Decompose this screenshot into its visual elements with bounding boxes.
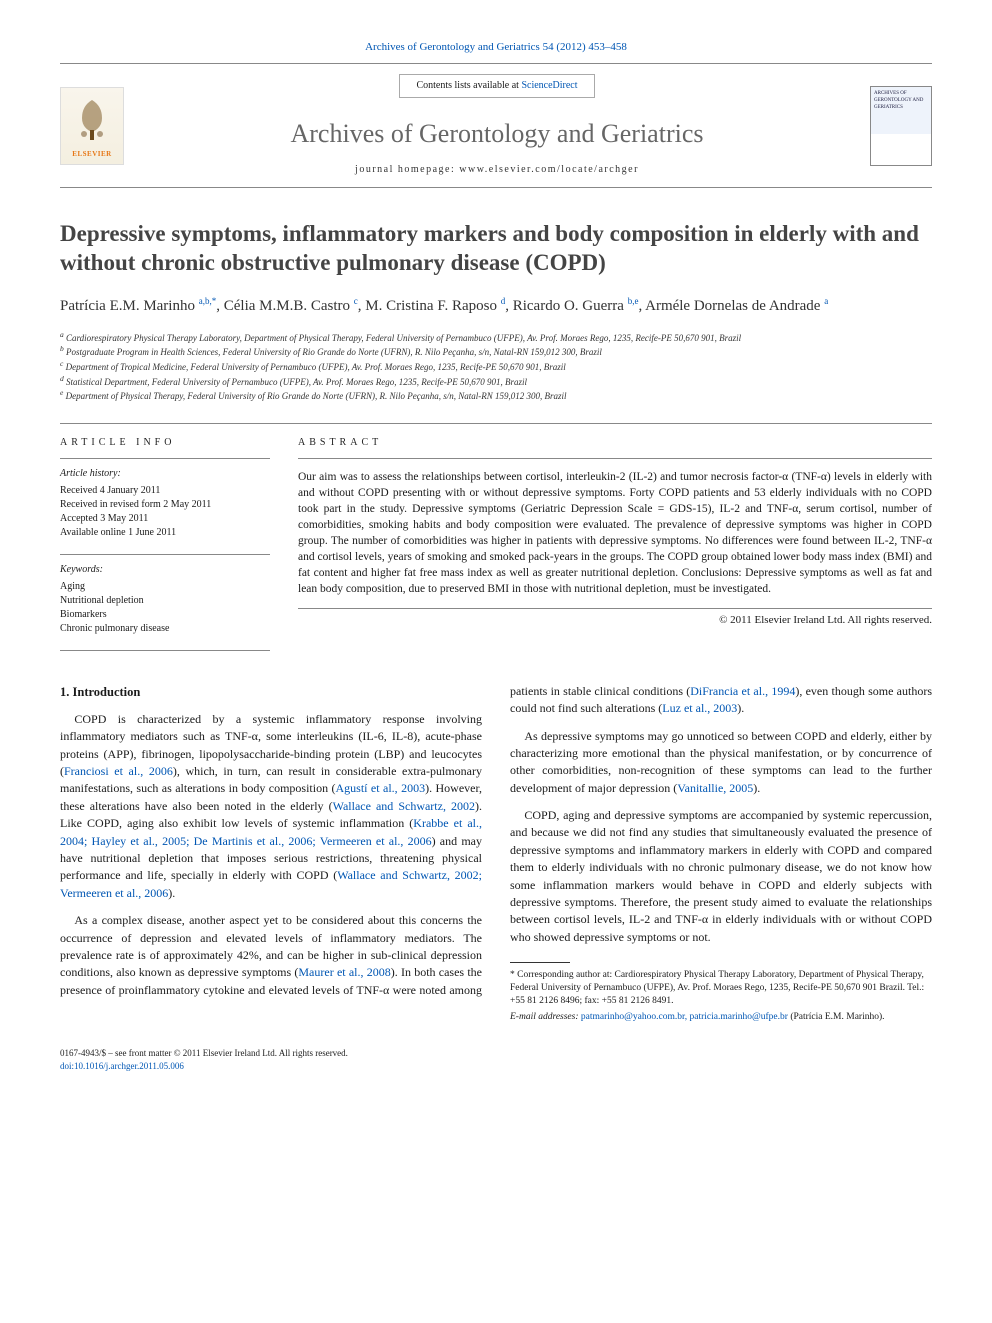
body-paragraph: As depressive symptoms may go unnoticed …	[510, 728, 932, 798]
history-line: Received in revised form 2 May 2011	[60, 498, 270, 512]
author-affil-link[interactable]: a,b,*	[199, 296, 217, 306]
reference-link[interactable]: Maurer et al., 2008	[298, 965, 390, 979]
reference-link[interactable]: Wallace and Schwartz, 2002; Vermeeren et…	[60, 868, 482, 899]
info-abstract-row: ARTICLE INFO Article history: Received 4…	[60, 423, 932, 651]
abstract-text: Our aim was to assess the relationships …	[298, 469, 932, 608]
doi-line: doi:10.1016/j.archger.2011.05.006	[60, 1060, 932, 1073]
corresponding-author-footnote: * Corresponding author at: Cardiorespira…	[510, 969, 932, 1023]
citation-header: Archives of Gerontology and Geriatrics 5…	[60, 40, 932, 55]
reference-link[interactable]: Krabbe et al., 2004; Hayley et al., 2005…	[60, 816, 482, 847]
author-list: Patrícia E.M. Marinho a,b,*, Célia M.M.B…	[60, 295, 932, 318]
keyword: Nutritional depletion	[60, 594, 270, 608]
elsevier-logo[interactable]: ELSEVIER	[60, 87, 124, 165]
email-label: E-mail addresses:	[510, 1012, 579, 1022]
elsevier-tree-icon	[72, 96, 112, 142]
affiliation-line: b Postgraduate Program in Health Science…	[60, 344, 932, 359]
sciencedirect-link[interactable]: ScienceDirect	[521, 80, 577, 91]
reference-link[interactable]: Wallace and Schwartz, 2002	[333, 799, 475, 813]
affiliation-line: e Department of Physical Therapy, Federa…	[60, 388, 932, 403]
elsevier-label: ELSEVIER	[72, 150, 111, 160]
journal-cover-thumbnail[interactable]: ARCHIVES OF GERONTOLOGY AND GERIATRICS	[870, 86, 932, 166]
keyword: Biomarkers	[60, 608, 270, 622]
history-label: Article history:	[60, 467, 270, 481]
article-info-column: ARTICLE INFO Article history: Received 4…	[60, 424, 270, 651]
journal-homepage: journal homepage: www.elsevier.com/locat…	[142, 163, 852, 177]
article-info-heading: ARTICLE INFO	[60, 424, 270, 458]
article-title: Depressive symptoms, inflammatory marker…	[60, 220, 932, 278]
affiliation-line: a Cardiorespiratory Physical Therapy Lab…	[60, 330, 932, 345]
masthead: ELSEVIER Contents lists available at Sci…	[60, 63, 932, 187]
cover-title: ARCHIVES OF GERONTOLOGY AND GERIATRICS	[874, 90, 928, 111]
affiliation-line: c Department of Tropical Medicine, Feder…	[60, 359, 932, 374]
section-heading-introduction: 1. Introduction	[60, 683, 482, 701]
bottom-matter: 0167-4943/$ – see front matter © 2011 El…	[60, 1047, 932, 1072]
affiliation-line: d Statistical Department, Federal Univer…	[60, 374, 932, 389]
email-author-name: (Patrícia E.M. Marinho).	[790, 1012, 884, 1022]
keywords-block: Keywords: AgingNutritional depletionBiom…	[60, 563, 270, 650]
author-email-link[interactable]: patmarinho@yahoo.com.br, patricia.marinh…	[581, 1012, 788, 1022]
reference-link[interactable]: Agustí et al., 2003	[336, 781, 426, 795]
reference-link[interactable]: DiFrancia et al., 1994	[690, 684, 795, 698]
abstract-copyright: © 2011 Elsevier Ireland Ltd. All rights …	[298, 609, 932, 628]
body-paragraph: COPD is characterized by a systemic infl…	[60, 711, 482, 902]
issn-line: 0167-4943/$ – see front matter © 2011 El…	[60, 1047, 932, 1060]
author-affil-link[interactable]: a	[824, 296, 828, 306]
affiliations: a Cardiorespiratory Physical Therapy Lab…	[60, 330, 932, 403]
reference-link[interactable]: Franciosi et al., 2006	[64, 764, 173, 778]
doi-link[interactable]: doi:10.1016/j.archger.2011.05.006	[60, 1061, 184, 1071]
keywords-label: Keywords:	[60, 563, 270, 577]
footnote-separator	[510, 962, 570, 963]
reference-link[interactable]: Vanitallie, 2005	[677, 781, 753, 795]
article-history: Article history: Received 4 January 2011…	[60, 467, 270, 554]
journal-name: Archives of Gerontology and Geriatrics	[142, 116, 852, 152]
abstract-column: ABSTRACT Our aim was to assess the relat…	[298, 424, 932, 651]
author-affil-link[interactable]: d	[501, 296, 506, 306]
body-paragraph: COPD, aging and depressive symptoms are …	[510, 807, 932, 946]
keyword: Aging	[60, 580, 270, 594]
contents-available-box: Contents lists available at ScienceDirec…	[399, 74, 594, 98]
author-affil-link[interactable]: b,e	[628, 296, 639, 306]
history-line: Available online 1 June 2011	[60, 526, 270, 540]
contents-prefix: Contents lists available at	[416, 80, 521, 91]
article-body: 1. Introduction COPD is characterized by…	[60, 683, 932, 1024]
history-line: Accepted 3 May 2011	[60, 512, 270, 526]
history-line: Received 4 January 2011	[60, 484, 270, 498]
corresponding-text: * Corresponding author at: Cardiorespira…	[510, 969, 932, 1007]
keyword: Chronic pulmonary disease	[60, 622, 270, 636]
author-affil-link[interactable]: c	[354, 296, 358, 306]
reference-link[interactable]: Luz et al., 2003	[662, 701, 737, 715]
abstract-heading: ABSTRACT	[298, 424, 932, 458]
journal-citation-link[interactable]: Archives of Gerontology and Geriatrics 5…	[365, 41, 627, 53]
masthead-center: Contents lists available at ScienceDirec…	[142, 74, 852, 176]
